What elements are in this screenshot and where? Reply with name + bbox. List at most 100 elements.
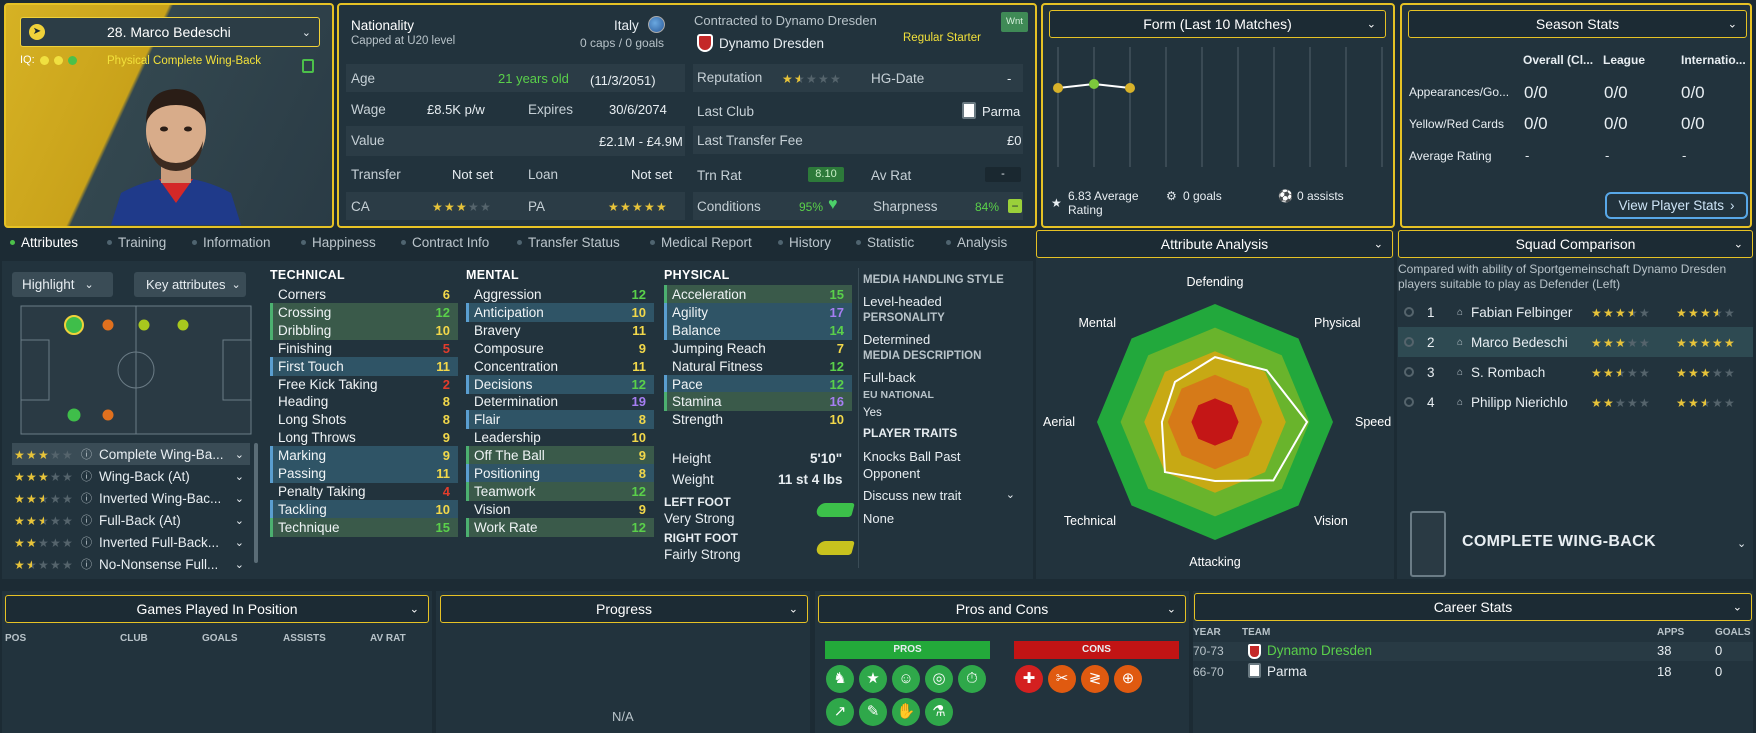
role-item[interactable]: ★★★★★ ⓘ Inverted Full-Back... ⌄: [12, 531, 250, 553]
attribute-row[interactable]: Concentration 11: [466, 357, 654, 376]
stopwatch-icon[interactable]: ⏱: [958, 665, 986, 693]
highlight-dropdown[interactable]: Highlight ⌄: [12, 272, 113, 297]
career-team[interactable]: Dynamo Dresden: [1267, 643, 1373, 658]
attribute-row[interactable]: First Touch 11: [270, 356, 458, 376]
attribute-row[interactable]: Long Shots 8: [270, 410, 458, 429]
attribute-row[interactable]: Leadership 10: [466, 428, 654, 447]
attribute-row[interactable]: Passing 11: [270, 464, 458, 483]
tab-statistic[interactable]: Statistic: [856, 235, 914, 250]
attribute-row[interactable]: Crossing 12: [270, 302, 458, 322]
player-name-dropdown[interactable]: ➤ 28. Marco Bedeschi ⌄: [20, 17, 320, 47]
boots-icon[interactable]: ✎: [859, 698, 887, 726]
last-club-value[interactable]: Parma: [982, 104, 1021, 119]
attribute-row[interactable]: Off The Ball 9: [466, 446, 654, 466]
tab-contract-info[interactable]: Contract Info: [401, 235, 489, 250]
career-dropdown[interactable]: Career Stats ⌄: [1194, 593, 1752, 621]
attribute-row[interactable]: Aggression 12: [466, 285, 654, 304]
form-dropdown[interactable]: Form (Last 10 Matches) ⌄: [1049, 10, 1386, 38]
injury-icon[interactable]: ✚: [1015, 665, 1043, 693]
role-item[interactable]: ★★★★★ ⓘ Full-Back (At) ⌄: [12, 509, 250, 531]
attribute-row[interactable]: Natural Fitness 12: [664, 357, 852, 376]
trend-icon[interactable]: ↗: [826, 698, 854, 726]
attribute-row[interactable]: Free Kick Taking 2: [270, 375, 458, 394]
bounce-icon[interactable]: ≷: [1081, 665, 1109, 693]
proscons-dropdown[interactable]: Pros and Cons ⌄: [818, 595, 1186, 623]
attribute-row[interactable]: Teamwork 12: [466, 481, 654, 501]
season-dropdown[interactable]: Season Stats ⌄: [1408, 10, 1747, 38]
star-icon[interactable]: ★: [859, 665, 887, 693]
position-marker[interactable]: [64, 315, 84, 335]
attribute-row[interactable]: Agility 17: [664, 302, 852, 322]
attribute-row[interactable]: Tackling 10: [270, 499, 458, 519]
progress-dropdown[interactable]: Progress ⌄: [440, 595, 808, 623]
info-icon[interactable]: ⓘ: [81, 537, 92, 549]
chevron-down-icon[interactable]: ⌄: [234, 448, 244, 461]
teamwork-icon[interactable]: ✋: [892, 698, 920, 726]
attacking-icon[interactable]: ♞: [826, 665, 854, 693]
attribute-row[interactable]: Long Throws 9: [270, 428, 458, 447]
info-icon[interactable]: ⓘ: [81, 471, 92, 483]
clipboard-icon[interactable]: [302, 59, 314, 73]
attribute-row[interactable]: Composure 9: [466, 339, 654, 358]
attribute-row[interactable]: Finishing 5: [270, 339, 458, 358]
attribute-row[interactable]: Stamina 16: [664, 392, 852, 412]
chevron-down-icon[interactable]: ⌄: [234, 536, 244, 549]
discuss-trait-dropdown[interactable]: Discuss new trait ⌄: [863, 488, 1023, 503]
select-radio[interactable]: [1404, 307, 1414, 317]
chevron-down-icon[interactable]: ⌄: [234, 558, 244, 571]
tab-training[interactable]: Training: [107, 235, 166, 250]
chevron-down-icon[interactable]: ⌄: [234, 492, 244, 505]
squad-dropdown[interactable]: Squad Comparison ⌄: [1398, 230, 1753, 258]
tab-happiness[interactable]: Happiness: [301, 235, 376, 250]
role-item[interactable]: ★★★★★ ⓘ No-Nonsense Full... ⌄: [12, 553, 250, 575]
attribute-row[interactable]: Work Rate 12: [466, 517, 654, 537]
info-icon[interactable]: ⓘ: [81, 493, 92, 505]
squad-row[interactable]: 4 ⌂ Philipp Nierichlo ★★★★★ ★★★★★: [1398, 387, 1753, 417]
select-radio[interactable]: [1404, 337, 1414, 347]
chevron-down-icon[interactable]: ⌄: [1737, 538, 1747, 550]
tab-transfer-status[interactable]: Transfer Status: [517, 235, 620, 250]
attribute-row[interactable]: Vision 9: [466, 500, 654, 519]
tab-information[interactable]: Information: [192, 235, 271, 250]
tab-medical-report[interactable]: Medical Report: [650, 235, 752, 250]
key-attributes-dropdown[interactable]: Key attributes ⌄: [134, 272, 246, 297]
squad-row[interactable]: 1 ⌂ Fabian Felbinger ★★★★★ ★★★★★: [1398, 297, 1753, 327]
attribute-row[interactable]: Determination 19: [466, 392, 654, 411]
attribute-row[interactable]: Acceleration 15: [664, 285, 852, 304]
attribute-row[interactable]: Pace 12: [664, 374, 852, 394]
attribute-row[interactable]: Technique 15: [270, 517, 458, 537]
attribute-row[interactable]: Decisions 12: [466, 374, 654, 394]
info-icon[interactable]: ⓘ: [81, 449, 92, 461]
attribute-row[interactable]: Jumping Reach 7: [664, 339, 852, 358]
flask-icon[interactable]: ⚗: [925, 698, 953, 726]
chevron-down-icon[interactable]: ⌄: [234, 470, 244, 483]
career-team[interactable]: Parma: [1267, 664, 1307, 679]
tab-analysis[interactable]: Analysis: [946, 235, 1007, 250]
info-icon[interactable]: ⓘ: [81, 559, 92, 571]
attribute-row[interactable]: Dribbling 10: [270, 320, 458, 340]
view-player-stats-button[interactable]: View Player Stats ›: [1605, 192, 1748, 219]
squad-row[interactable]: 3 ⌂ S. Rombach ★★★★★ ★★★★★: [1398, 357, 1753, 387]
squad-row[interactable]: 2 ⌂ Marco Bedeschi ★★★★★ ★★★★★: [1398, 327, 1753, 357]
attribute-row[interactable]: Heading 8: [270, 392, 458, 411]
roles-scrollbar[interactable]: [254, 443, 258, 563]
attr-analysis-dropdown[interactable]: Attribute Analysis ⌄: [1036, 230, 1393, 258]
select-radio[interactable]: [1404, 367, 1414, 377]
target-icon[interactable]: ◎: [925, 665, 953, 693]
select-radio[interactable]: [1404, 397, 1414, 407]
attribute-row[interactable]: Balance 14: [664, 320, 852, 340]
tab-history[interactable]: History: [778, 235, 831, 250]
attribute-row[interactable]: Flair 8: [466, 410, 654, 430]
header-icon[interactable]: ⊕: [1114, 665, 1142, 693]
chevron-down-icon[interactable]: ⌄: [234, 514, 244, 527]
role-item[interactable]: ★★★★★ ⓘ Inverted Wing-Bac... ⌄: [12, 487, 250, 509]
tab-attributes[interactable]: Attributes: [10, 235, 78, 250]
info-icon[interactable]: ⓘ: [81, 515, 92, 527]
tackle-icon[interactable]: ✂: [1048, 665, 1076, 693]
wnt-badge[interactable]: Wnt: [1001, 12, 1028, 32]
role-item[interactable]: ★★★★★ ⓘ Complete Wing-Ba... ⌄: [12, 443, 250, 465]
attribute-row[interactable]: Strength 10: [664, 410, 852, 429]
mental-icon[interactable]: ☺: [892, 665, 920, 693]
attribute-row[interactable]: Penalty Taking 4: [270, 482, 458, 501]
gpip-dropdown[interactable]: Games Played In Position ⌄: [5, 595, 429, 623]
